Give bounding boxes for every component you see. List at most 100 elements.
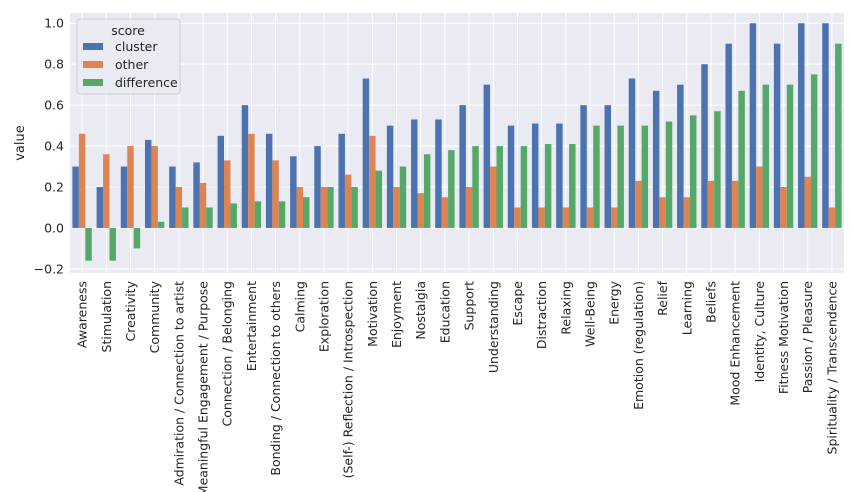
bar-other [586, 207, 594, 228]
bar-cluster [822, 23, 829, 228]
x-tick-label: Distraction [534, 281, 549, 349]
bar-other [272, 160, 279, 228]
legend: score cluster other difference [76, 18, 181, 95]
bar-cluster [580, 105, 587, 228]
bar-cluster [96, 187, 104, 228]
bar-difference [714, 111, 721, 228]
bar-cluster [435, 119, 442, 228]
bar-other [127, 146, 134, 228]
bar-cluster [507, 125, 515, 228]
bar-difference [109, 227, 116, 261]
bar-cluster [677, 84, 684, 228]
bar-difference [738, 90, 745, 228]
bar-difference [303, 197, 310, 228]
bar-other [756, 166, 763, 228]
legend-label-other: other [115, 57, 149, 72]
y-tick-label: 0.2 [44, 180, 64, 195]
x-tick-label: Entertainment [244, 281, 259, 371]
bars [72, 23, 842, 261]
x-tick-label: Identity, Culture [752, 281, 767, 383]
x-tick-label: Escape [510, 281, 525, 326]
x-tick-label: Motivation [365, 281, 380, 347]
x-tick-label: Energy [607, 280, 622, 324]
bar-difference [230, 203, 237, 228]
bar-difference [520, 146, 528, 228]
bar-cluster [193, 162, 200, 228]
bar-other [417, 193, 424, 228]
bar-difference [423, 154, 431, 228]
bar-cluster [701, 64, 708, 228]
bar-difference [472, 146, 479, 228]
x-tick-label: Understanding [486, 281, 501, 373]
x-tick-label: Enjoyment [389, 281, 404, 348]
bar-difference [835, 43, 842, 228]
bar-difference [206, 207, 213, 228]
bar-difference [327, 187, 334, 228]
x-tick-label: Well-Being [583, 281, 598, 347]
bar-difference [810, 74, 818, 228]
bar-difference [448, 150, 455, 228]
bar-other [369, 135, 376, 228]
bar-cluster [798, 23, 805, 228]
x-tick-label: Exploration [316, 281, 331, 352]
bar-other [223, 160, 231, 228]
bar-cluster [773, 43, 781, 228]
legend-label-difference: difference [115, 75, 178, 90]
bar-other [175, 187, 183, 228]
bar-cluster [459, 105, 466, 228]
bar-cluster [628, 78, 636, 228]
bar-cluster [556, 123, 563, 228]
x-tick-label: Bonding / Connection to others [268, 281, 283, 476]
legend-label-cluster: cluster [115, 39, 158, 54]
x-tick-label: Creativity [123, 280, 138, 341]
bar-difference [617, 125, 624, 228]
bar-other [707, 180, 715, 228]
bar-other [441, 197, 449, 228]
x-axis: Awareness Stimulation Creativity Community A… [75, 280, 840, 492]
bar-cluster [72, 166, 79, 228]
bar-other [731, 180, 739, 228]
bar-other [78, 133, 86, 228]
bar-cluster [362, 78, 370, 228]
bar-difference [375, 170, 383, 228]
bar-other [490, 166, 497, 228]
bar-other [248, 133, 255, 228]
bar-difference [569, 144, 576, 228]
x-tick-label: (Self-) Reflection / Introspection [341, 281, 356, 478]
bar-cluster [265, 133, 273, 228]
bar-other [296, 187, 304, 228]
y-tick-label: −0.2 [34, 261, 64, 276]
bar-difference [665, 121, 673, 228]
bar-difference [496, 146, 503, 228]
bar-other [610, 207, 618, 228]
bar-difference [182, 207, 189, 228]
x-tick-label: Beliefs [703, 281, 718, 323]
bar-difference [278, 201, 286, 228]
bar-difference [351, 187, 358, 228]
bar-cluster [290, 156, 297, 228]
legend-swatch-difference [83, 79, 103, 86]
bar-difference [254, 201, 262, 228]
bar-difference [786, 84, 794, 228]
x-tick-label: Meaningful Engagement / Purpose [196, 281, 211, 492]
bar-other [393, 187, 400, 228]
bar-other [683, 197, 691, 228]
legend-swatch-cluster [83, 43, 103, 50]
bar-other [320, 187, 328, 228]
y-axis-label: value [13, 125, 28, 161]
bar-difference [133, 227, 141, 249]
y-axis: −0.2 0.0 0.2 0.4 0.6 0.8 1.0 [34, 16, 64, 277]
x-tick-label: Spirituality / Transcendence [824, 281, 839, 455]
x-tick-label: Admiration / Connection to artist [171, 281, 186, 486]
bar-difference [762, 84, 770, 228]
bar-cluster [604, 105, 611, 228]
bar-other [151, 146, 158, 228]
bar-other [828, 207, 836, 228]
y-tick-label: 1.0 [44, 16, 64, 31]
x-tick-label: Fitness Motivation [776, 281, 791, 394]
x-tick-label: Relief [655, 280, 670, 315]
legend-title: score [111, 23, 145, 38]
x-tick-label: Emotion (regulation) [631, 281, 646, 410]
x-tick-label: Education [437, 281, 452, 343]
